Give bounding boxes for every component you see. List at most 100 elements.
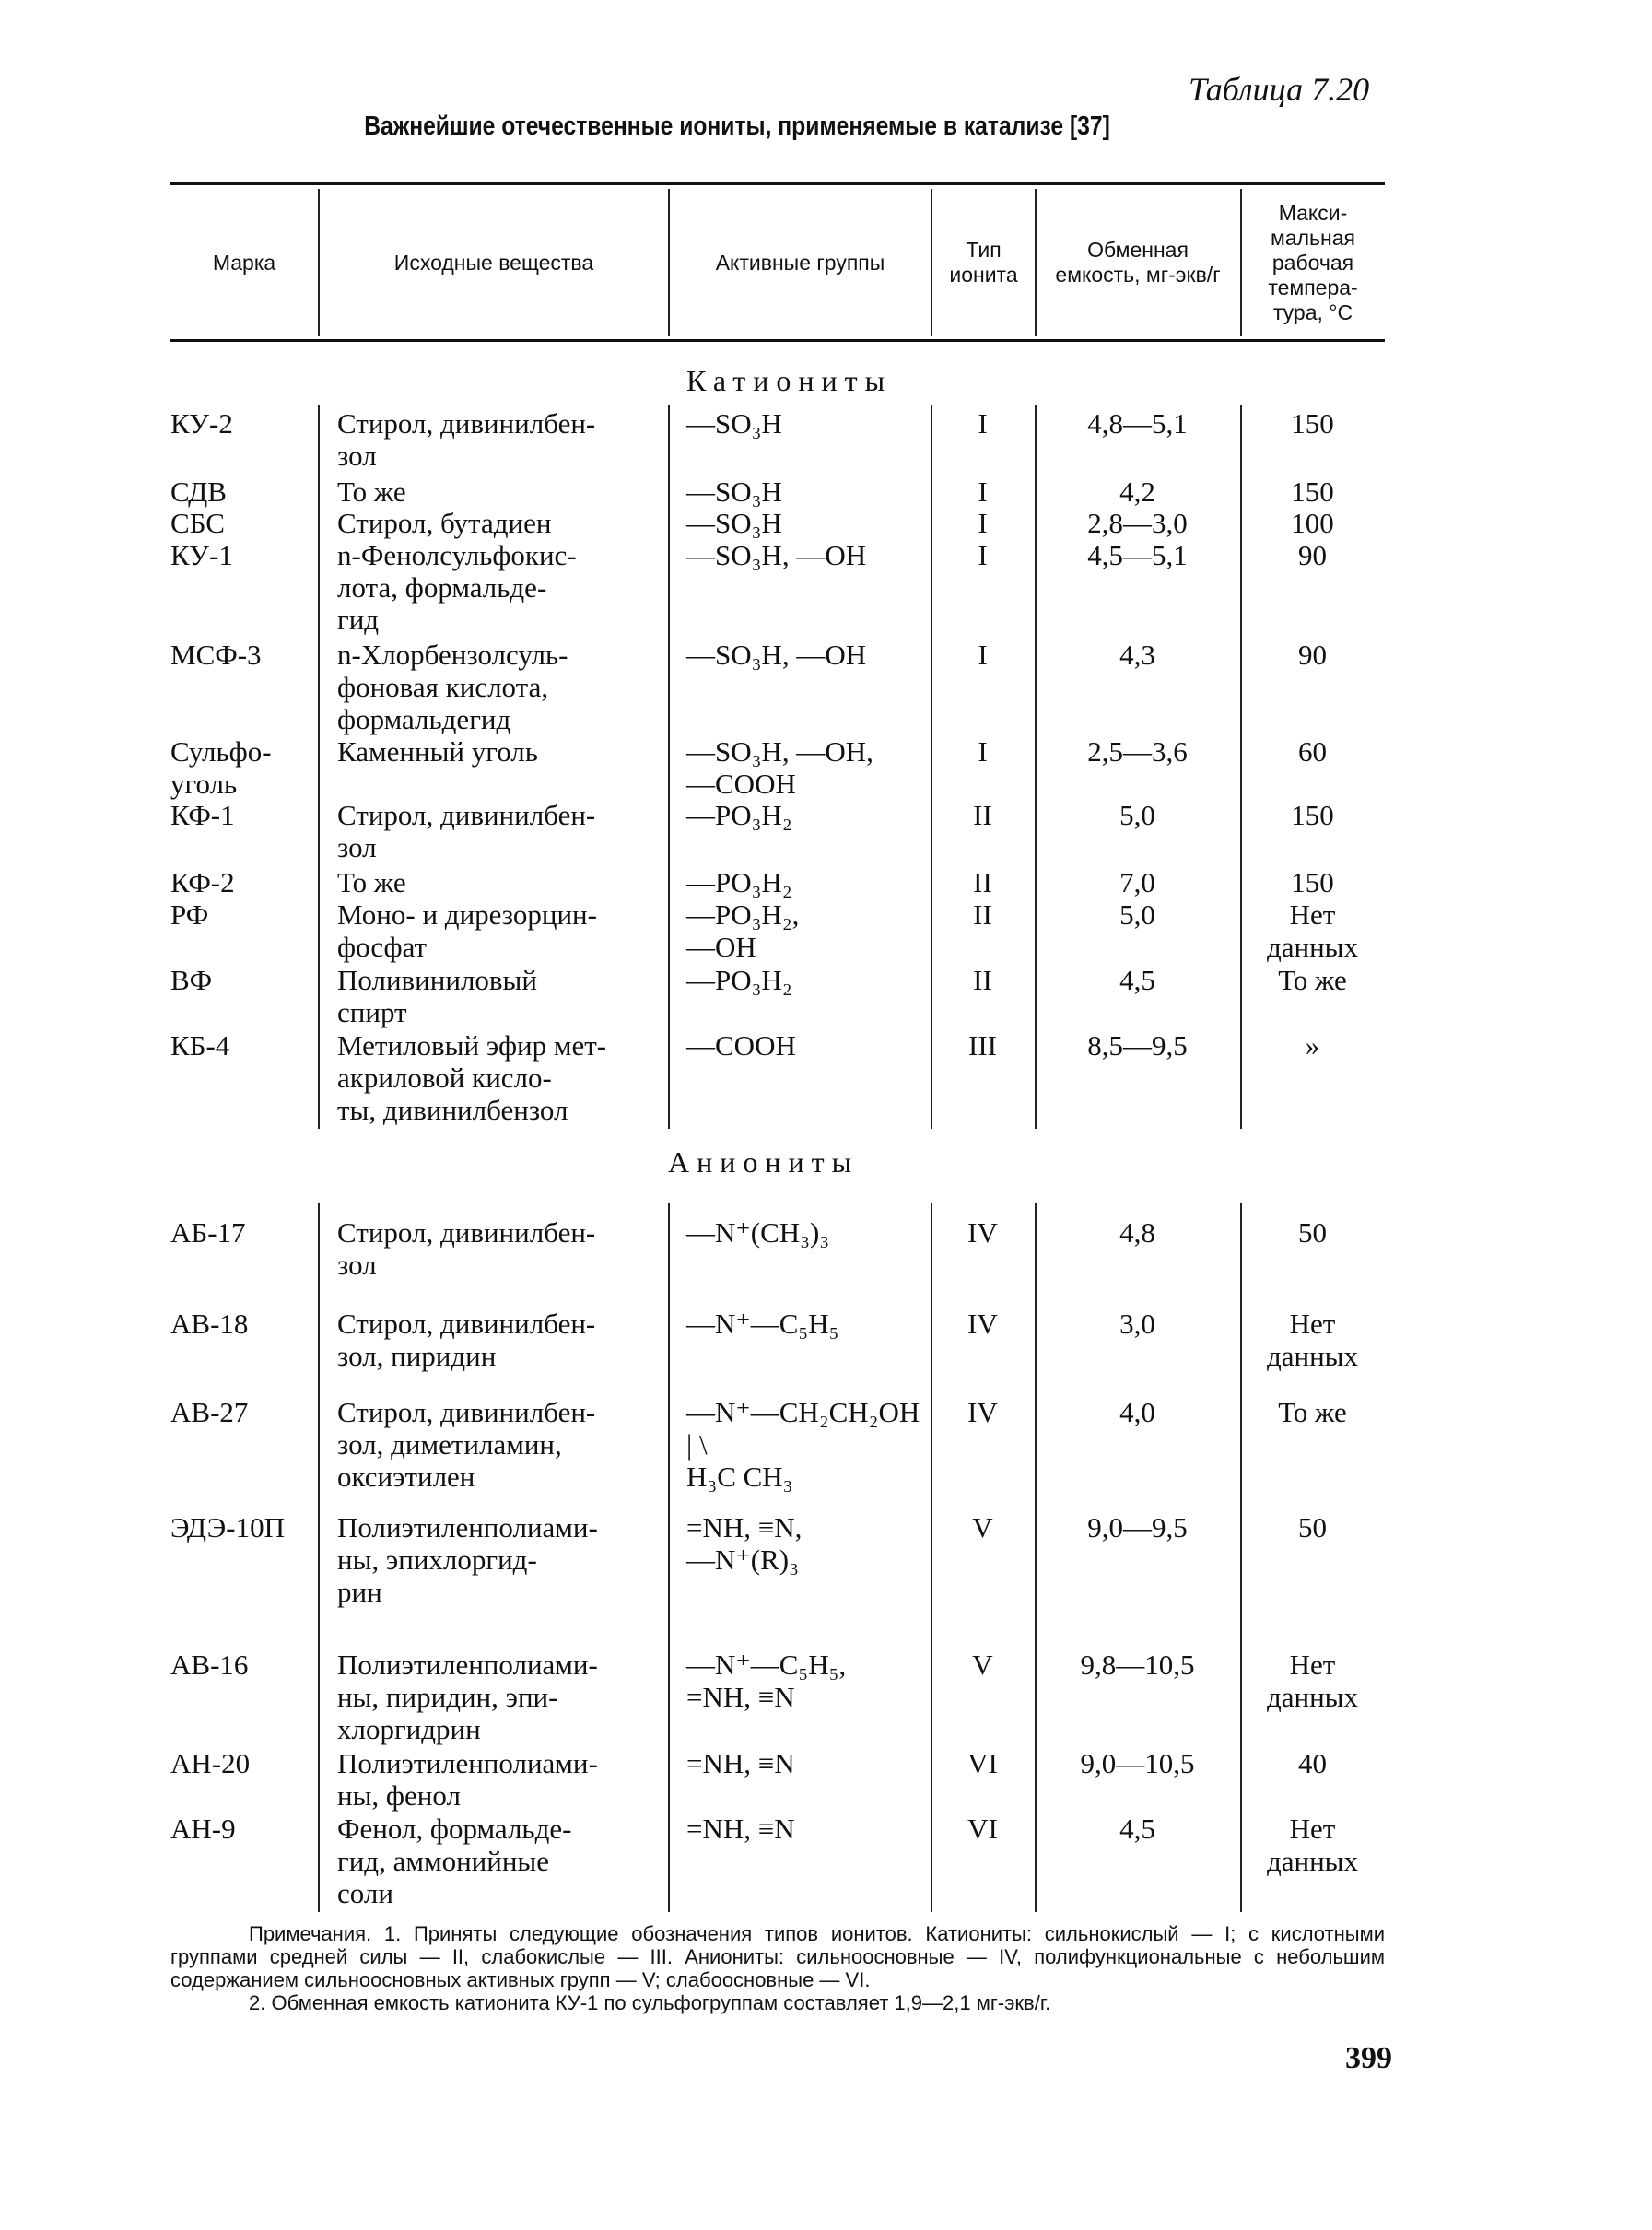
page-number: 399 [1345, 2041, 1392, 2075]
cell-mark: КУ-1 [170, 539, 233, 571]
table-top-rule [170, 182, 1385, 185]
cell-max-temp: 150 [1291, 407, 1334, 440]
cell-mark: АН-9 [170, 1813, 236, 1845]
cell-type: I [978, 539, 988, 571]
cell-mark: АБ-17 [170, 1216, 246, 1249]
cell-max-temp: 50 [1298, 1216, 1327, 1249]
cell-active-groups: —N⁺—CH₂CH₂OH | \ H₃C CH₃ [686, 1396, 920, 1493]
cell-source: Стирол, дивинилбен- зол [337, 1216, 596, 1281]
cell-max-temp: » [1305, 1029, 1320, 1062]
column-divider [1240, 405, 1242, 1129]
table-number: Таблица 7.20 [1189, 71, 1370, 108]
divider [1240, 189, 1242, 336]
cell-type: VI [967, 1747, 998, 1779]
cell-active-groups: —PO₃H₂ [686, 799, 792, 831]
note-1: Примечания. 1. Приняты следующие обознач… [170, 1922, 1385, 1991]
cell-source: n-Хлорбензолсуль- фоновая кислота, форма… [337, 639, 568, 735]
cell-mark: КФ-2 [170, 866, 235, 898]
cell-capacity: 4,8 [1119, 1216, 1155, 1249]
column-divider [318, 1203, 320, 1912]
cell-max-temp: 90 [1298, 639, 1327, 671]
section-heading: Аниониты [668, 1145, 860, 1179]
cell-capacity: 5,0 [1119, 898, 1155, 931]
cell-source: Стирол, дивинилбен- зол, пиридин [337, 1308, 596, 1372]
cell-max-temp: 150 [1291, 799, 1334, 831]
cell-mark: СБС [170, 507, 225, 539]
column-divider [1035, 405, 1037, 1129]
cell-source: Полиэтиленполиами- ны, эпихлоргид- рин [337, 1511, 598, 1608]
cell-source: Каменный уголь [337, 735, 538, 768]
column-divider [1035, 1203, 1037, 1912]
cell-type: III [968, 1029, 997, 1062]
cell-source: То же [337, 475, 406, 508]
cell-active-groups: =NH, ≡N, —N⁺(R)₃ [686, 1511, 803, 1576]
cell-type: II [973, 964, 992, 996]
cell-active-groups: =NH, ≡N [686, 1747, 795, 1779]
cell-source: Моно- и дирезорцин- фосфат [337, 898, 597, 963]
cell-max-temp: Нет данных [1266, 1813, 1359, 1877]
cell-mark: КБ-4 [170, 1029, 230, 1062]
cell-mark: КУ-2 [170, 407, 233, 440]
cell-source: Метиловый эфир мет- акриловой кисло- ты,… [337, 1029, 607, 1126]
cell-capacity: 8,5—9,5 [1087, 1029, 1188, 1062]
divider [931, 189, 932, 336]
cell-source: Поливиниловый спирт [337, 964, 537, 1028]
cell-mark: ЭДЭ-10П [170, 1511, 285, 1543]
cell-type: I [978, 735, 988, 768]
cell-mark: РФ [170, 898, 209, 931]
cell-capacity: 4,5 [1119, 964, 1155, 996]
header-type: Тип ионита [949, 238, 1018, 287]
cell-capacity: 4,0 [1119, 1396, 1155, 1428]
cell-capacity: 9,8—10,5 [1080, 1649, 1195, 1681]
cell-active-groups: —SO₃H, —OH, —COOH [686, 735, 873, 800]
header-bottom-rule [170, 339, 1385, 342]
header-active-groups: Активные группы [715, 250, 885, 275]
cell-type: I [978, 475, 988, 508]
cell-active-groups: —N⁺—C₅H₅ [686, 1308, 839, 1340]
cell-max-temp: То же [1278, 964, 1347, 996]
cell-capacity: 3,0 [1119, 1308, 1155, 1340]
cell-active-groups: —PO₃H₂ [686, 866, 792, 898]
cell-source: Фенол, формальде- гид, аммонийные соли [337, 1813, 572, 1909]
cell-type: I [978, 639, 988, 671]
table-notes: Примечания. 1. Приняты следующие обознач… [170, 1922, 1385, 2014]
cell-type: II [973, 799, 992, 831]
divider [668, 189, 670, 336]
cell-active-groups: —SO₃H, —OH [686, 639, 867, 671]
note-2: 2. Обменная емкость катионита КУ-1 по су… [249, 1991, 1051, 2014]
cell-capacity: 9,0—10,5 [1080, 1747, 1195, 1779]
cell-capacity: 5,0 [1119, 799, 1155, 831]
cell-active-groups: —PO₃H₂ [686, 964, 792, 996]
column-divider [668, 1203, 670, 1912]
cell-mark: АВ-18 [170, 1308, 249, 1340]
cell-capacity: 4,8—5,1 [1087, 407, 1188, 440]
cell-max-temp: Нет данных [1266, 1308, 1359, 1372]
cell-type: I [978, 507, 988, 539]
cell-max-temp: Нет данных [1266, 1649, 1359, 1713]
cell-mark: Сульфо- уголь [170, 735, 272, 800]
cell-source: Стирол, дивинилбен- зол [337, 407, 596, 472]
table-title: Важнейшие отечественные иониты, применяе… [364, 112, 1110, 141]
cell-active-groups: —PO₃H₂, —OH [686, 898, 800, 963]
divider [1035, 189, 1037, 336]
cell-type: V [972, 1649, 993, 1681]
cell-mark: МСФ-3 [170, 639, 262, 671]
column-divider [318, 405, 320, 1129]
cell-type: I [978, 407, 988, 440]
cell-capacity: 7,0 [1119, 866, 1155, 898]
header-mark: Марка [212, 250, 276, 275]
cell-active-groups: —SO₃H [686, 475, 782, 508]
cell-active-groups: —SO₃H [686, 507, 782, 539]
cell-source: Стирол, дивинилбен- зол, диметиламин, ок… [337, 1396, 596, 1493]
cell-capacity: 4,5—5,1 [1087, 539, 1188, 571]
cell-source: Стирол, бутадиен [337, 507, 552, 539]
cell-capacity: 2,5—3,6 [1087, 735, 1188, 768]
header-max-temp: Макси-мальная рабочая темпера-тура, °С [1268, 200, 1358, 324]
cell-max-temp: 150 [1291, 475, 1334, 508]
cell-capacity: 4,3 [1119, 639, 1155, 671]
cell-active-groups: —SO₃H, —OH [686, 539, 867, 571]
cell-active-groups: —SO₃H [686, 407, 782, 440]
cell-type: II [973, 866, 992, 898]
cell-type: V [972, 1511, 993, 1543]
cell-capacity: 2,8—3,0 [1087, 507, 1188, 539]
